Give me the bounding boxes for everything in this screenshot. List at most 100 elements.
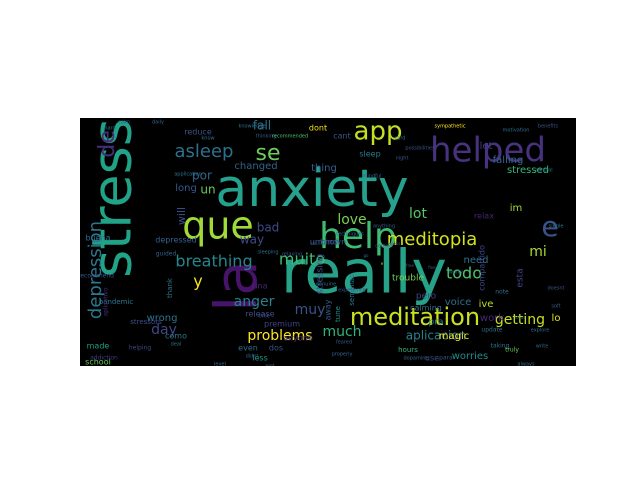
cloud-word: school [85, 358, 111, 367]
cloud-word: know [201, 136, 214, 142]
cloud-word: explore [531, 328, 550, 334]
cloud-word: always [517, 362, 535, 367]
cloud-word: note [495, 289, 509, 296]
cloud-word: un [200, 183, 215, 197]
cloud-word: work [480, 313, 504, 324]
cloud-word: weeks [388, 241, 401, 246]
cloud-word: much [322, 324, 361, 340]
cloud-word: thing [311, 163, 337, 174]
cloud-word: night [396, 156, 409, 162]
cloud-word: guided [156, 251, 177, 258]
cloud-word: soft [551, 304, 560, 310]
cloud-word: focus [515, 315, 526, 320]
cloud-word: im [510, 203, 523, 214]
cloud-word: sleeping [257, 250, 278, 256]
cloud-word: sleep [359, 150, 380, 159]
cloud-word: free [406, 263, 414, 268]
cloud-word: need [464, 255, 489, 266]
cloud-word: techniques [336, 232, 364, 238]
cloud-word: mi [529, 244, 547, 260]
cloud-word: compartido [478, 245, 487, 291]
cloud-word: thank [166, 277, 174, 298]
cloud-word: stressed [507, 165, 549, 176]
cloud-word: depression [85, 221, 106, 319]
cloud-word: addiction [90, 355, 118, 362]
cloud-word: de [95, 130, 120, 158]
cloud-word: possibilities [405, 146, 435, 152]
cloud-word: que [182, 204, 254, 248]
cloud-word: voice [445, 297, 471, 308]
cloud-word: card [395, 136, 406, 142]
cloud-word: time [258, 314, 269, 320]
cloud-word: recommend [80, 273, 114, 280]
cloud-word: worries [452, 351, 488, 362]
cloud-word: depressed [155, 236, 196, 245]
cloud-word: ive [479, 299, 494, 310]
cloud-word: fine [428, 265, 436, 270]
cloud-word: mindful [363, 174, 382, 180]
cloud-word: taking [491, 343, 510, 350]
cloud-word: didnt [246, 354, 259, 360]
cloud-word: less [252, 354, 267, 363]
word-cloud-canvas: anxiety really stress la helped help que e medit… [80, 118, 565, 367]
cloud-word: reduce [184, 128, 212, 137]
cloud-word: relaxing [282, 252, 302, 258]
cloud-word: motivation [503, 128, 530, 134]
cloud-word: update [481, 327, 502, 334]
cloud-word: hard [104, 126, 115, 132]
cloud-word: way [240, 233, 264, 247]
cloud-word: single [549, 224, 564, 230]
cloud-word: aplicativo [103, 287, 110, 316]
cloud-word: day [151, 322, 177, 338]
cloud-word: properly [332, 352, 353, 358]
cloud-word: really [281, 238, 447, 308]
cloud-word: helping [129, 345, 151, 352]
cloud-word: e [541, 210, 558, 243]
cloud-word: como [165, 332, 187, 341]
cloud-word: anything [373, 224, 395, 230]
cloud-word: doesnt [547, 286, 564, 292]
cloud-word: dont [309, 124, 327, 133]
cloud-word: breathing [175, 252, 252, 271]
cloud-word: y [193, 272, 202, 291]
cloud-word: meditation [350, 303, 480, 331]
cloud-word: para [439, 355, 453, 362]
cloud-word: hours [398, 346, 418, 354]
cloud-word: thinking [256, 134, 276, 140]
cloud-word: trouble [392, 274, 424, 284]
cloud-word: magic [439, 331, 470, 342]
cloud-word: away [324, 299, 333, 320]
cloud-word: made [87, 342, 110, 351]
cloud-word: todo [446, 264, 482, 283]
cloud-word: stressing [316, 254, 326, 295]
cloud-word: fall [253, 119, 271, 133]
cloud-word: bad [257, 221, 280, 235]
cloud-word: experience [338, 288, 366, 294]
cloud-word: daily [152, 120, 164, 126]
cloud-word: love [337, 212, 366, 228]
cloud-word: muy [295, 302, 326, 318]
cloud-word: changed [234, 161, 277, 172]
cloud-word: getting [495, 312, 545, 328]
cloud-word: lo [552, 313, 561, 324]
cloud-word: never [305, 366, 320, 367]
cloud-word: calm [118, 120, 130, 126]
cloud-word: control [535, 168, 552, 174]
word-cloud: anxiety really stress la helped help que e medit… [80, 118, 576, 366]
cloud-word: use [425, 354, 439, 363]
cloud-word: wrong [147, 313, 178, 324]
cloud-word: semanas [348, 274, 356, 306]
cloud-word: will [175, 207, 188, 225]
cloud-word: app [354, 118, 403, 147]
cloud-word: let [480, 141, 493, 152]
cloud-word: anger [234, 294, 275, 310]
cloud-word: sympathetic [435, 124, 466, 130]
cloud-word: lot [409, 206, 427, 222]
cloud-word: anxiety [215, 159, 408, 219]
cloud-word: level [214, 362, 226, 367]
cloud-word: che [310, 241, 318, 246]
cloud-word: e [381, 261, 384, 266]
cloud-word: problems [247, 328, 312, 344]
cloud-word: recommended [272, 134, 308, 140]
cloud-word: asleep [175, 141, 234, 162]
